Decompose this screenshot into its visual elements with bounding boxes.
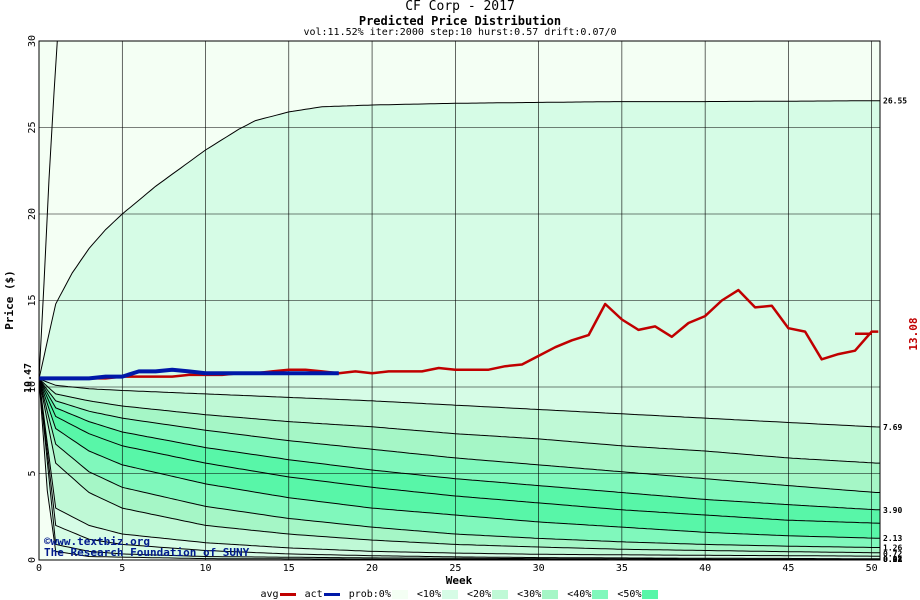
last-price-label: 13.08	[907, 317, 920, 350]
watermark-line-1: ©www.textbiz.org	[44, 535, 150, 548]
x-tick-label: 45	[782, 563, 794, 574]
legend-prob-swatch	[391, 589, 408, 599]
x-tick-label: 0	[36, 563, 42, 574]
quantile-curve	[39, 378, 880, 511]
legend-act-label: act	[304, 589, 323, 600]
curve-end-label: 0.01	[883, 555, 902, 564]
legend-band-30-label: <30%	[517, 589, 542, 600]
x-tick-label: 10	[200, 563, 212, 574]
x-tick-label: 20	[366, 563, 378, 574]
series-prob-line	[39, 367, 339, 381]
legend-avg-swatch	[279, 592, 296, 596]
chart-title: CF Corp - 2017	[405, 0, 515, 14]
series-act-line	[39, 288, 879, 380]
x-axis-label: Week	[446, 574, 473, 587]
curve-end-label: 0.72	[883, 550, 902, 559]
curve-end-label: 0.22	[883, 555, 902, 564]
legend-band-30: <30%	[517, 589, 559, 600]
upper-spike-curve	[39, 41, 58, 379]
quantile-curves	[39, 41, 880, 560]
curve-end-label: 0.08	[883, 555, 902, 564]
y-tick-label: 25	[27, 121, 38, 133]
chart-subtitle: Predicted Price Distribution	[358, 14, 562, 28]
legend-band-50-label: <50%	[617, 589, 642, 600]
curve-end-label: 3.90	[883, 506, 902, 515]
x-tick-label: 30	[533, 563, 545, 574]
quantile-curve	[39, 100, 880, 380]
legend-band-10: <10%	[417, 589, 459, 600]
chart-legend: avg act prob:0% <10% <20% <30% <40% <50%	[0, 589, 920, 600]
legend-band-20-swatch	[492, 589, 509, 599]
x-tick-label: 35	[616, 563, 628, 574]
legend-band-20: <20%	[467, 589, 509, 600]
band-50	[39, 378, 880, 539]
y-tick-label: 0	[27, 557, 38, 563]
curve-end-label: 2.13	[883, 534, 902, 543]
y-tick-label: 15	[27, 294, 38, 306]
legend-prob-label: prob:0%	[348, 589, 391, 600]
curve-end-label: 26.55	[883, 97, 907, 106]
y-axis-label: Price ($)	[3, 270, 16, 330]
plot-frame	[38, 40, 881, 561]
legend-band-10-label: <10%	[416, 589, 441, 600]
quantile-curve	[39, 378, 880, 464]
legend-act-swatch	[323, 592, 340, 596]
legend-act: act	[305, 589, 341, 600]
quantile-curve	[39, 378, 880, 548]
legend-band-10-swatch	[441, 589, 458, 599]
legend-band-40-label: <40%	[567, 589, 592, 600]
quantile-curve	[39, 378, 880, 554]
y-tick-label: 20	[27, 208, 38, 220]
legend-prob: prob:0%	[349, 589, 409, 600]
y-tick-label: 30	[27, 35, 38, 47]
curve-end-label: 0.42	[883, 555, 902, 564]
x-tick-label: 25	[449, 563, 461, 574]
legend-band-40-swatch	[592, 589, 609, 599]
legend-band-50-swatch	[642, 589, 659, 599]
legend-band-50: <50%	[617, 589, 659, 600]
y-tick-label: 10	[27, 381, 38, 393]
quantile-curve	[39, 378, 880, 539]
price-series	[39, 288, 879, 381]
curve-end-labels: 26.55 7.69 3.90 2.131.260.720.420.220.080.0…	[883, 97, 907, 564]
quantile-curve	[39, 378, 880, 428]
x-tick-label: 40	[699, 563, 711, 574]
quantile-curve	[39, 378, 880, 557]
x-tick-label: 50	[866, 563, 878, 574]
x-tick-label: 15	[283, 563, 295, 574]
curve-end-label: 7.69	[883, 423, 902, 432]
quantile-curve	[39, 378, 880, 493]
simulation-params: vol:11.52% iter:2000 step:10 hurst:0.57 …	[303, 27, 617, 38]
legend-band-20-label: <20%	[467, 589, 492, 600]
x-tick-label: 5	[119, 563, 125, 574]
start-price-label: 10.47	[23, 363, 34, 393]
legend-avg: avg	[261, 589, 297, 600]
curve-end-label: 1.26	[883, 544, 902, 553]
quantile-curve	[39, 378, 880, 524]
watermark-line-2: The Research Foundation of SUNY	[44, 546, 250, 559]
legend-band-30-swatch	[542, 589, 559, 599]
y-tick-label: 5	[27, 470, 38, 476]
legend-band-40: <40%	[567, 589, 609, 600]
chart-axes: 0 5 10 15 20 25 30 35 40 45 50 0 5 10 15 20 25 30	[27, 35, 878, 574]
quantile-curve	[39, 378, 880, 560]
legend-avg-label: avg	[260, 589, 279, 600]
